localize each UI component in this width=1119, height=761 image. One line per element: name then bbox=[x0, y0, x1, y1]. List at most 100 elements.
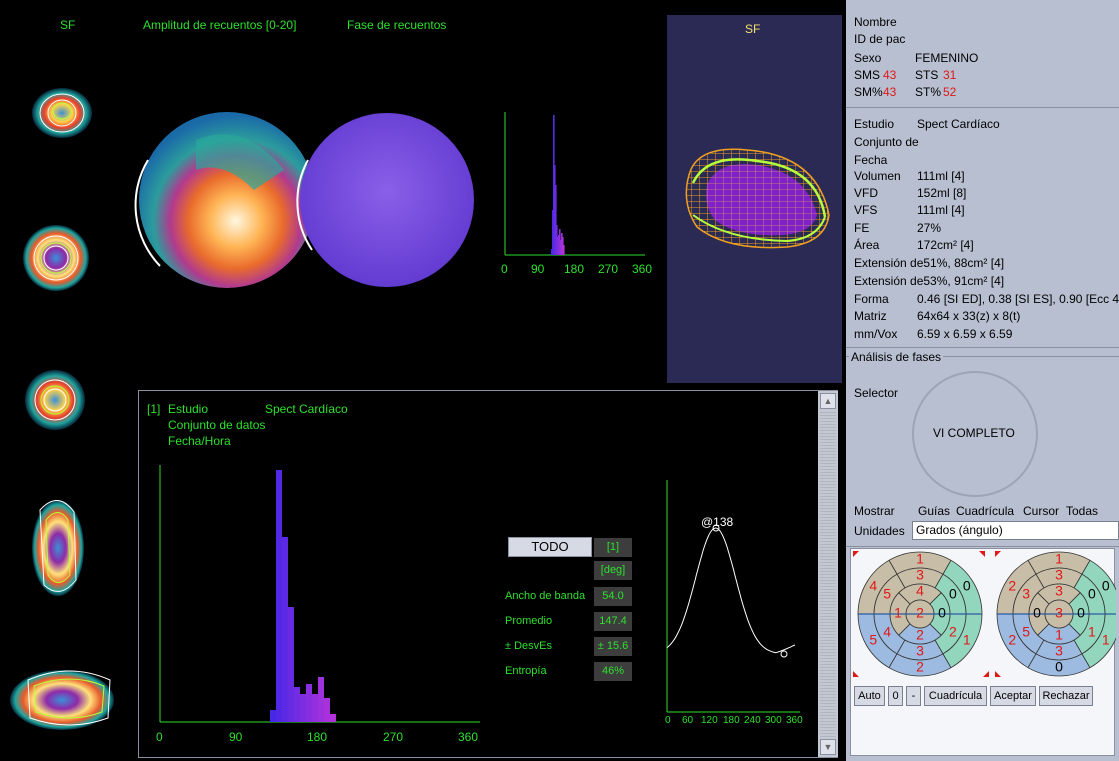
stp-value: 52 bbox=[943, 85, 957, 99]
fe-label: FE bbox=[854, 221, 870, 235]
zero-button[interactable]: 0 bbox=[888, 686, 903, 706]
stats-index: [1] bbox=[594, 538, 632, 557]
top-hist-bar bbox=[563, 245, 565, 255]
smp-label: SM% bbox=[854, 85, 883, 99]
scroll-up-button[interactable]: ▲ bbox=[820, 393, 836, 409]
polar-segment-value: 2 bbox=[1008, 578, 1016, 594]
stddev-value: ± 15.6 bbox=[594, 637, 632, 656]
bottom-study-label: Estudio bbox=[168, 402, 209, 416]
slice-thumbnails bbox=[10, 88, 114, 730]
polar-segment-value: 1 bbox=[1055, 627, 1063, 643]
sf-label: SF bbox=[60, 18, 76, 32]
volume-value: 111ml [4] bbox=[917, 169, 965, 183]
polar-segment-value: 3 bbox=[916, 643, 924, 659]
polar-segment-value: 4 bbox=[916, 583, 924, 599]
top-hist-bar bbox=[558, 235, 560, 255]
bottom-hist-bar bbox=[294, 687, 300, 722]
polar-segment-value: 1 bbox=[1102, 632, 1110, 648]
top-hist-bar bbox=[555, 185, 557, 255]
top-hist-bar bbox=[560, 240, 562, 255]
trough-marker bbox=[780, 650, 788, 658]
polar-segment-value: 1 bbox=[1088, 624, 1096, 640]
cursor-toggle[interactable]: Cursor bbox=[1023, 504, 1060, 518]
polar-segment-value: 4 bbox=[869, 578, 877, 594]
curve-tick-180: 180 bbox=[723, 715, 740, 726]
phase-analysis-section: Análisis de fases Selector VI COMPLETO M… bbox=[846, 347, 1119, 547]
units-select[interactable]: Grados (ángulo) bbox=[912, 521, 1119, 540]
sts-label: STS bbox=[915, 68, 939, 82]
show-label: Mostrar bbox=[854, 504, 895, 518]
auto-button[interactable]: Auto bbox=[854, 686, 885, 706]
vfd-value: 152ml [8] bbox=[917, 186, 967, 200]
polar-segment-value: 3 bbox=[1055, 643, 1063, 659]
polar-segment-value: 0 bbox=[963, 578, 971, 594]
bottom-hist-bar bbox=[312, 694, 318, 722]
fe-value: 27% bbox=[917, 221, 942, 235]
bottom-hist-bar bbox=[276, 470, 282, 722]
top-phase-histogram bbox=[504, 112, 645, 256]
top-hist-bar bbox=[552, 210, 554, 255]
info-sidebar: Nombre ID de pac Sexo FEMENINO SMS 43 ST… bbox=[846, 0, 1119, 761]
phase-curve-chart bbox=[666, 480, 800, 713]
histogram-panel: [1] Estudio Spect Cardíaco Conjunto de d… bbox=[138, 390, 838, 758]
phase-curve-line bbox=[666, 527, 796, 654]
accept-button[interactable]: Aceptar bbox=[990, 686, 1036, 706]
polar-segment-value: 5 bbox=[883, 586, 891, 602]
polar-segment-value: 1 bbox=[963, 632, 971, 648]
shape-label: Forma bbox=[854, 292, 889, 306]
area-value: 172cm² [4] bbox=[917, 238, 974, 252]
top-hist-bar bbox=[559, 229, 561, 255]
3d-ventricle bbox=[685, 148, 830, 249]
polar-segment-value: 0 bbox=[949, 586, 957, 602]
3d-sf-label: SF bbox=[745, 22, 761, 36]
top-hist-tick-0: 0 bbox=[501, 262, 508, 276]
3d-view-panel[interactable]: SF bbox=[667, 15, 842, 383]
polar-segment-value: 2 bbox=[1008, 632, 1016, 648]
extent-1: Extensión de51%, 88cm² [4] bbox=[854, 256, 1005, 270]
patient-name-label: Nombre bbox=[854, 15, 897, 29]
smp-value: 43 bbox=[883, 85, 897, 99]
vertical-scrollbar[interactable]: ▲ ▼ bbox=[818, 391, 838, 757]
selector-wheel[interactable] bbox=[912, 371, 1038, 497]
bottom-hist-tick-270: 270 bbox=[383, 730, 404, 744]
curve-tick-120: 120 bbox=[701, 715, 718, 726]
bottom-hist-bar bbox=[270, 710, 276, 722]
minus-button[interactable]: - bbox=[906, 686, 921, 706]
scroll-down-button[interactable]: ▼ bbox=[820, 739, 836, 755]
guides-toggle[interactable]: Guías bbox=[918, 504, 951, 518]
curve-tick-300: 300 bbox=[765, 715, 782, 726]
grid-button[interactable]: Cuadrícula bbox=[924, 686, 987, 706]
peak-marker bbox=[712, 524, 720, 532]
all-toggle[interactable]: Todas bbox=[1066, 504, 1099, 518]
todo-button[interactable]: TODO bbox=[508, 537, 592, 557]
phase-polar-map bbox=[300, 113, 474, 287]
curve-tick-240: 240 bbox=[744, 715, 761, 726]
amplitude-title: Amplitud de recuentos [0-20] bbox=[143, 18, 297, 32]
sms-label: SMS bbox=[854, 68, 881, 82]
scroll-thumb[interactable] bbox=[820, 411, 836, 737]
bottom-hist-bar bbox=[324, 698, 330, 722]
date-label: Fecha bbox=[854, 153, 888, 167]
polar-segment-value: 2 bbox=[949, 624, 957, 640]
polar-segment-value: 0 bbox=[1088, 586, 1096, 602]
reject-button[interactable]: Rechazar bbox=[1039, 686, 1093, 706]
entropy-value: 46% bbox=[594, 662, 632, 681]
bottom-hist-bar bbox=[306, 684, 312, 722]
sms-value: 43 bbox=[883, 68, 897, 82]
bottom-hist-bar bbox=[288, 607, 294, 722]
area-label: Área bbox=[854, 238, 880, 252]
bottom-datetime-label: Fecha/Hora bbox=[168, 434, 231, 448]
polar-segment-value: 1 bbox=[916, 551, 924, 567]
top-hist-bar bbox=[557, 237, 559, 255]
matrix-value: 64x64 x 33(z) x 8(t) bbox=[917, 309, 1021, 323]
polar-segment-value: 2 bbox=[916, 627, 924, 643]
curve-peak-label: @138 bbox=[701, 515, 734, 529]
grid-toggle[interactable]: Cuadrícula bbox=[956, 504, 1015, 518]
bottom-hist-tick-90: 90 bbox=[229, 730, 243, 744]
polar-segment-value: 0 bbox=[1055, 659, 1063, 675]
slice-2 bbox=[23, 225, 89, 291]
